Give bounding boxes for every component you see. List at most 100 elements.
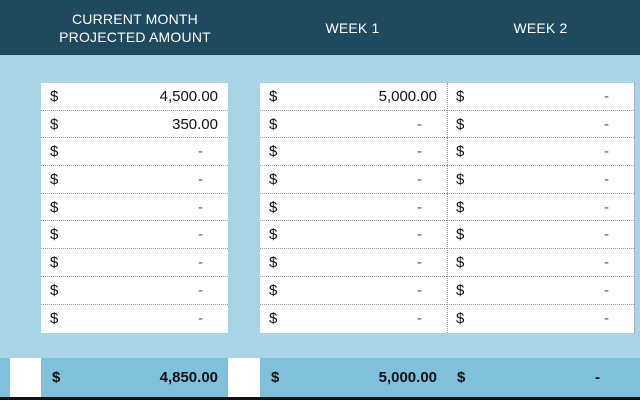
cell-value[interactable]: - bbox=[604, 254, 609, 272]
totals-spacer bbox=[228, 358, 260, 397]
currency-symbol: $ bbox=[269, 309, 278, 327]
currency-symbol: $ bbox=[269, 198, 278, 216]
column-divider bbox=[634, 83, 635, 333]
total-week-1-currency: $ bbox=[271, 369, 280, 386]
table-row[interactable]: $ - bbox=[447, 111, 634, 139]
table-row[interactable]: $ - bbox=[41, 222, 228, 250]
cell-value[interactable]: - bbox=[417, 170, 422, 188]
currency-symbol: $ bbox=[269, 254, 278, 272]
header-line-2: PROJECTED AMOUNT bbox=[59, 28, 211, 45]
totals-row: $ 4,850.00 $ 5,000.00 $ - bbox=[0, 358, 640, 397]
header-line-1: CURRENT MONTH bbox=[71, 10, 198, 27]
table-row[interactable]: $ - bbox=[447, 305, 634, 333]
cell-value[interactable]: 350.00 bbox=[172, 115, 218, 133]
table-row[interactable]: $ - bbox=[447, 194, 634, 222]
cell-value[interactable]: - bbox=[604, 226, 609, 244]
table-row[interactable]: $ - bbox=[260, 277, 447, 305]
header-current-month-projected: CURRENT MONTH PROJECTED AMOUNT bbox=[40, 0, 230, 55]
table-row[interactable]: $ - bbox=[41, 138, 228, 167]
currency-symbol: $ bbox=[456, 87, 465, 105]
total-week-2-currency: $ bbox=[457, 369, 466, 386]
cell-value[interactable]: - bbox=[417, 309, 422, 327]
cell-value[interactable]: - bbox=[198, 281, 203, 299]
table-row[interactable]: $ - bbox=[260, 305, 447, 333]
cell-value[interactable]: - bbox=[604, 143, 609, 161]
total-projected-currency: $ bbox=[52, 369, 61, 386]
currency-symbol: $ bbox=[50, 115, 59, 133]
currency-symbol: $ bbox=[50, 254, 59, 272]
table-row[interactable]: $350.00 bbox=[41, 111, 228, 139]
projected-amount-column: $4,500.00 $350.00 $ - $ - $ - $ - $ - $ - $ - bbox=[41, 83, 228, 333]
cell-value[interactable]: - bbox=[198, 170, 203, 188]
table-row[interactable]: $ - bbox=[260, 194, 447, 222]
cell-value[interactable]: - bbox=[604, 198, 609, 216]
cell-value[interactable]: - bbox=[417, 226, 422, 244]
currency-symbol: $ bbox=[456, 115, 465, 133]
cell-value[interactable]: - bbox=[198, 198, 203, 216]
currency-symbol: $ bbox=[456, 198, 465, 216]
currency-symbol: $ bbox=[456, 226, 465, 244]
cell-value[interactable]: - bbox=[198, 309, 203, 327]
table-row[interactable]: $ - bbox=[447, 222, 634, 250]
cell-value[interactable]: - bbox=[604, 309, 609, 327]
currency-symbol: $ bbox=[456, 143, 465, 161]
total-projected-value[interactable]: 4,850.00 bbox=[159, 369, 218, 386]
currency-symbol: $ bbox=[50, 226, 59, 244]
currency-symbol: $ bbox=[456, 281, 465, 299]
table-row[interactable]: $ - bbox=[41, 277, 228, 305]
week-2-column: $ - $ - $ - $ - $ - $ - $ - $ - $ - bbox=[447, 83, 634, 333]
table-row[interactable]: $ - bbox=[41, 249, 228, 277]
cell-value[interactable]: - bbox=[417, 143, 422, 161]
table-row[interactable]: $ - bbox=[447, 138, 634, 167]
table-row[interactable]: $ - bbox=[41, 166, 228, 194]
cell-value[interactable]: - bbox=[198, 226, 203, 244]
cell-value[interactable]: - bbox=[604, 115, 609, 133]
cell-value[interactable]: - bbox=[417, 281, 422, 299]
cell-value[interactable]: - bbox=[604, 87, 609, 105]
table-row[interactable]: $ - bbox=[260, 249, 447, 277]
total-week-2-value[interactable]: - bbox=[595, 369, 600, 386]
currency-symbol: $ bbox=[269, 115, 278, 133]
header-week-2: WEEK 2 bbox=[513, 19, 568, 36]
table-row[interactable]: $ - bbox=[260, 166, 447, 194]
cell-value[interactable]: 4,500.00 bbox=[159, 87, 218, 105]
currency-symbol: $ bbox=[50, 309, 59, 327]
week-1-column: $5,000.00 $ - $ - $ - $ - $ - $ - $ - $ - bbox=[260, 83, 447, 333]
table-row[interactable]: $ - bbox=[447, 249, 634, 277]
currency-symbol: $ bbox=[50, 281, 59, 299]
currency-symbol: $ bbox=[456, 254, 465, 272]
currency-symbol: $ bbox=[269, 170, 278, 188]
currency-symbol: $ bbox=[269, 281, 278, 299]
bottom-border bbox=[0, 397, 640, 400]
currency-symbol: $ bbox=[269, 226, 278, 244]
cell-value[interactable]: - bbox=[604, 281, 609, 299]
cell-value[interactable]: 5,000.00 bbox=[378, 87, 437, 105]
total-week-1-value[interactable]: 5,000.00 bbox=[378, 369, 437, 386]
table-row[interactable]: $ - bbox=[447, 166, 634, 194]
table-row[interactable]: $ - bbox=[260, 111, 447, 139]
table-row[interactable]: $ - bbox=[447, 83, 634, 111]
column-divider bbox=[447, 83, 448, 333]
currency-symbol: $ bbox=[269, 143, 278, 161]
table-row[interactable]: $ - bbox=[447, 277, 634, 305]
cell-value[interactable]: - bbox=[417, 198, 422, 216]
cell-value[interactable]: - bbox=[417, 254, 422, 272]
currency-symbol: $ bbox=[50, 87, 59, 105]
currency-symbol: $ bbox=[50, 143, 59, 161]
currency-symbol: $ bbox=[50, 170, 59, 188]
table-row[interactable]: $ - bbox=[41, 194, 228, 222]
table-row[interactable]: $ - bbox=[41, 305, 228, 333]
currency-symbol: $ bbox=[456, 170, 465, 188]
table-header: CURRENT MONTH PROJECTED AMOUNT WEEK 1 WE… bbox=[0, 0, 640, 55]
cell-value[interactable]: - bbox=[417, 115, 422, 133]
totals-spacer bbox=[10, 358, 41, 397]
table-row[interactable]: $5,000.00 bbox=[260, 83, 447, 111]
currency-symbol: $ bbox=[456, 309, 465, 327]
cell-value[interactable]: - bbox=[198, 143, 203, 161]
cell-value[interactable]: - bbox=[198, 254, 203, 272]
cell-value[interactable]: - bbox=[604, 170, 609, 188]
table-row[interactable]: $4,500.00 bbox=[41, 83, 228, 111]
table-row[interactable]: $ - bbox=[260, 138, 447, 167]
table-row[interactable]: $ - bbox=[260, 222, 447, 250]
currency-symbol: $ bbox=[50, 198, 59, 216]
